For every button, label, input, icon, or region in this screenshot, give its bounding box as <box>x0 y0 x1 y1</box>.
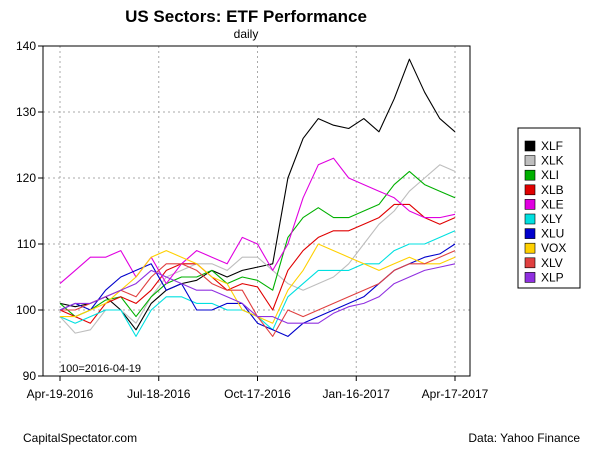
legend-swatch-xle <box>524 199 536 210</box>
x-tick-label: Apr-17-2017 <box>422 387 489 401</box>
legend-swatch-vox <box>524 242 536 254</box>
x-axis: Apr-19-2016 Jul-18-2016 Oct-17-2016 Jan-16-… <box>27 376 489 401</box>
chart-title: US Sectors: ETF Performance <box>125 7 367 26</box>
y-tick-label: 140 <box>16 39 36 53</box>
legend-swatch-xly <box>524 213 536 225</box>
legend-swatch-xlp <box>524 272 536 283</box>
plot-area <box>42 45 471 377</box>
legend-label-vox: VOX <box>541 241 566 255</box>
legend-swatch-xli <box>524 169 536 181</box>
legend-label-xly: XLY <box>541 212 563 226</box>
series-line-xlp <box>59 263 456 324</box>
y-axis: 90 100 110 120 130 140 <box>16 39 43 383</box>
y-tick-label: 120 <box>16 171 36 185</box>
legend-swatch-xlb <box>524 184 536 196</box>
legend-label-xlu: XLU <box>541 227 564 241</box>
series-line-xlk <box>59 164 456 334</box>
grid <box>43 45 470 377</box>
y-tick-label: 130 <box>16 105 36 119</box>
legend-label-xlv: XLV <box>541 256 563 270</box>
y-tick-label: 110 <box>17 237 36 251</box>
y-tick-label: 90 <box>23 369 37 383</box>
legend-label-xlf: XLF <box>541 139 563 153</box>
x-tick-label: Jan-16-2017 <box>323 387 391 401</box>
x-tick-label: Oct-17-2016 <box>224 387 291 401</box>
base-note: 100=2016-04-19 <box>60 363 141 375</box>
footer-right: Data: Yahoo Finance <box>468 431 580 445</box>
legend-swatch-xlf <box>524 140 536 152</box>
footer-left: CapitalSpectator.com <box>23 431 137 445</box>
legend-label-xlk: XLK <box>541 154 564 168</box>
series-line-xle <box>59 157 456 285</box>
legend-label-xlp: XLP <box>541 270 564 284</box>
series-line-xlf <box>59 58 456 331</box>
legend-swatch-xlk <box>524 155 536 166</box>
legend-swatch-xlv <box>524 257 536 269</box>
legend-swatch-xlu <box>524 228 536 239</box>
series-line-xli <box>59 170 456 318</box>
series-line-xlb <box>59 203 456 324</box>
series-layer <box>59 58 456 337</box>
legend-label-xli: XLI <box>541 168 559 182</box>
y-tick-label: 100 <box>16 303 36 317</box>
chart-subtitle: daily <box>234 27 259 41</box>
legend-label-xlb: XLB <box>541 183 564 197</box>
x-tick-label: Jul-18-2016 <box>127 387 191 401</box>
x-tick-label: Apr-19-2016 <box>27 387 94 401</box>
legend-label-xle: XLE <box>541 197 564 211</box>
